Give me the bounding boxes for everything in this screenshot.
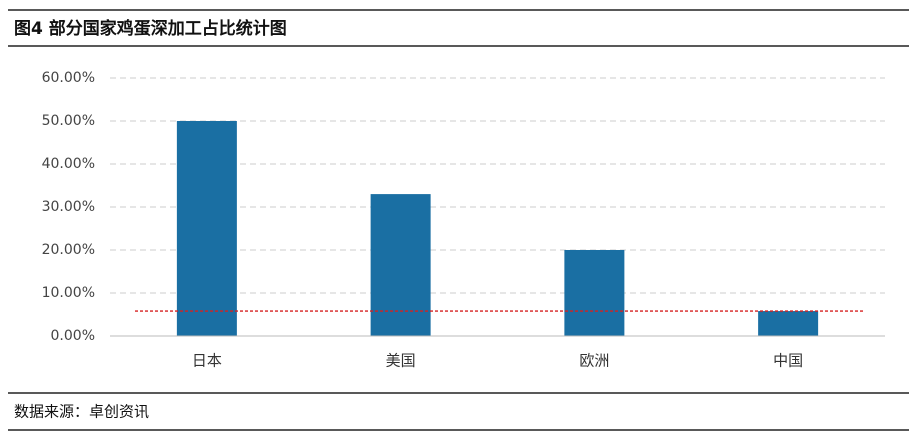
x-tick-label: 美国 <box>386 352 416 370</box>
x-tick-label: 中国 <box>773 352 803 370</box>
source: 数据来源：卓创资讯 <box>14 403 149 421</box>
bar <box>758 311 819 336</box>
x-tick-label: 日本 <box>192 352 222 370</box>
y-tick-label: 20.00% <box>42 242 95 258</box>
y-tick-label: 10.00% <box>42 285 95 301</box>
y-tick-label: 50.00% <box>42 113 95 129</box>
chart-title: 图4 部分国家鸡蛋深加工占比统计图 <box>14 18 287 39</box>
y-tick-label: 40.00% <box>42 156 95 172</box>
x-tick-label: 欧洲 <box>579 352 609 370</box>
bar <box>564 250 625 336</box>
y-tick-label: 60.00% <box>42 70 95 86</box>
y-tick-label: 30.00% <box>42 199 95 215</box>
bar <box>370 194 431 336</box>
bar <box>176 121 237 336</box>
y-tick-label: 0.00% <box>51 328 95 344</box>
